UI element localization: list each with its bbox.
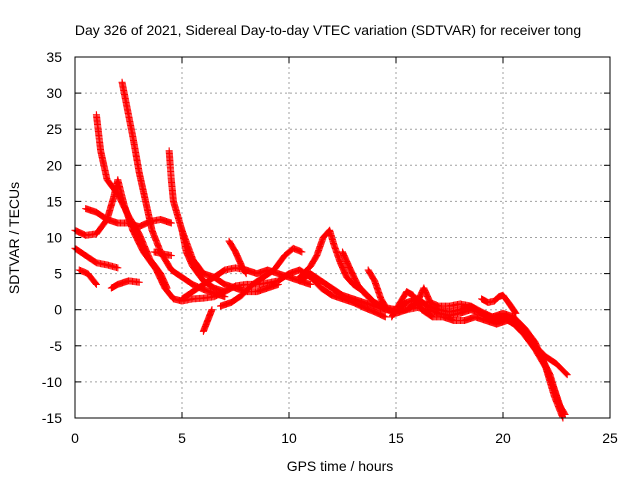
y-tick-label: 25 [46, 121, 62, 137]
series-track-9 [150, 248, 175, 260]
x-tick-label: 25 [602, 430, 618, 446]
x-tick-label: 20 [495, 430, 511, 446]
data-point-markers [75, 266, 100, 288]
data-point-markers [150, 248, 175, 260]
grid [75, 57, 610, 418]
x-tick-label: 10 [281, 430, 297, 446]
data-point-markers [178, 264, 314, 303]
y-tick-label: -5 [50, 338, 63, 354]
data-point-markers [225, 237, 250, 278]
y-tick-label: 10 [46, 230, 62, 246]
series-track-12 [199, 306, 216, 335]
y-tick-label: -10 [42, 374, 62, 390]
data-point-markers [478, 291, 520, 317]
chart-title: Day 326 of 2021, Sidereal Day-to-day VTE… [75, 22, 581, 38]
data-point-markers [199, 306, 216, 335]
series-track-14 [225, 237, 250, 278]
x-tick-label: 5 [178, 430, 186, 446]
y-tick-label: 35 [46, 49, 62, 65]
y-tick-label: 5 [54, 266, 62, 282]
x-tick-label: 0 [71, 430, 79, 446]
data-point-markers [82, 205, 175, 231]
series-track-13 [217, 244, 306, 310]
series-track-8 [107, 277, 143, 292]
y-tick-label: -15 [42, 410, 62, 426]
y-tick-label: 30 [46, 85, 62, 101]
y-axis-label: SDTVAR / TECUs [6, 182, 22, 294]
x-tick-label: 15 [388, 430, 404, 446]
data-point-markers [107, 277, 143, 292]
y-tick-label: 20 [46, 157, 62, 173]
data-point-markers [178, 226, 282, 296]
data-point-markers [388, 288, 569, 418]
x-axis-label: GPS time / hours [287, 458, 394, 474]
y-tick-label: 15 [46, 193, 62, 209]
series-track-2 [92, 111, 171, 292]
series-track-5 [75, 266, 100, 288]
series-track-11 [178, 226, 282, 296]
data-point-markers [92, 111, 171, 292]
data-point-markers [217, 244, 306, 310]
series-track-7 [82, 205, 175, 231]
series-track-10 [178, 264, 314, 303]
ticks: 0 5 10 15 20 25 -15 -10 -5 0 5 10 15 20 25 30 35 [42, 49, 618, 446]
series-track-20 [478, 291, 520, 317]
y-tick-label: 0 [54, 302, 62, 318]
series-track-19 [388, 288, 569, 418]
